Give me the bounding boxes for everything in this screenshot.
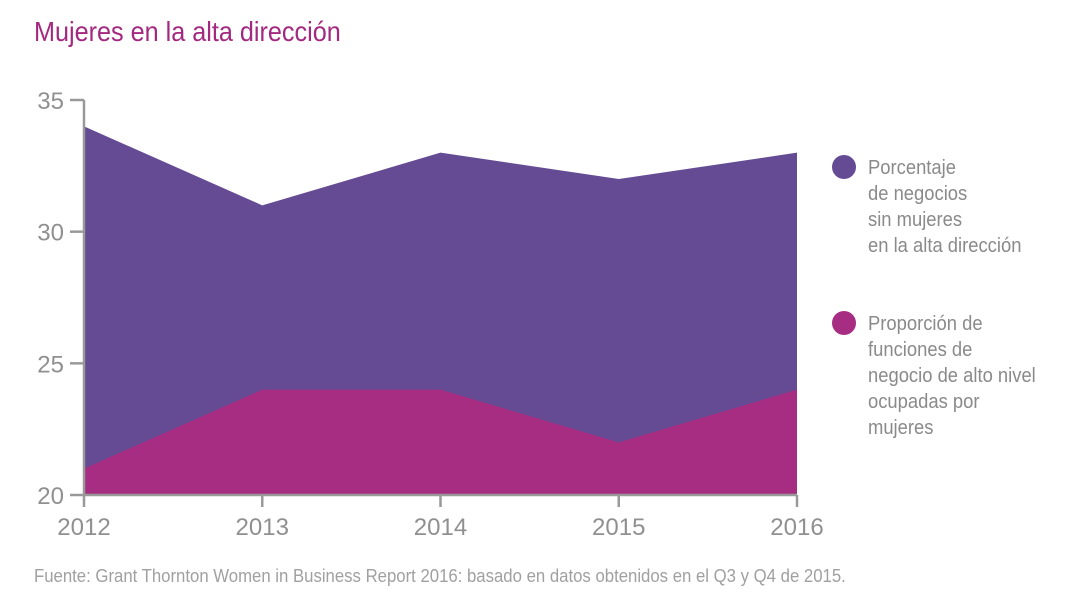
x-tick-label: 2015 — [592, 514, 645, 541]
y-tick-label: 20 — [37, 483, 64, 510]
legend-label: Proporción de funciones de negocio de al… — [868, 313, 1036, 439]
legend-label: Porcentaje de negocios sin mujeres en la… — [868, 157, 1022, 257]
x-tick-label: 2012 — [57, 514, 110, 541]
x-tick-label: 2016 — [770, 514, 823, 541]
y-tick-label: 35 — [37, 88, 64, 115]
legend-item-women-roles: Proporción de funciones de negocio de al… — [832, 311, 1050, 441]
legend-item-no-women: Porcentaje de negocios sin mujeres en la… — [832, 155, 1035, 259]
chart-title: Mujeres en la alta dirección — [34, 16, 341, 47]
source-note: Fuente: Grant Thornton Women in Business… — [34, 566, 846, 586]
y-tick-label: 25 — [37, 351, 64, 378]
legend-swatch — [832, 311, 856, 335]
y-tick-label: 30 — [37, 220, 64, 247]
legend-swatch — [832, 155, 856, 179]
x-tick-label: 2013 — [236, 514, 289, 541]
area-series-1 — [84, 389, 797, 495]
x-tick-label: 2014 — [414, 514, 467, 541]
